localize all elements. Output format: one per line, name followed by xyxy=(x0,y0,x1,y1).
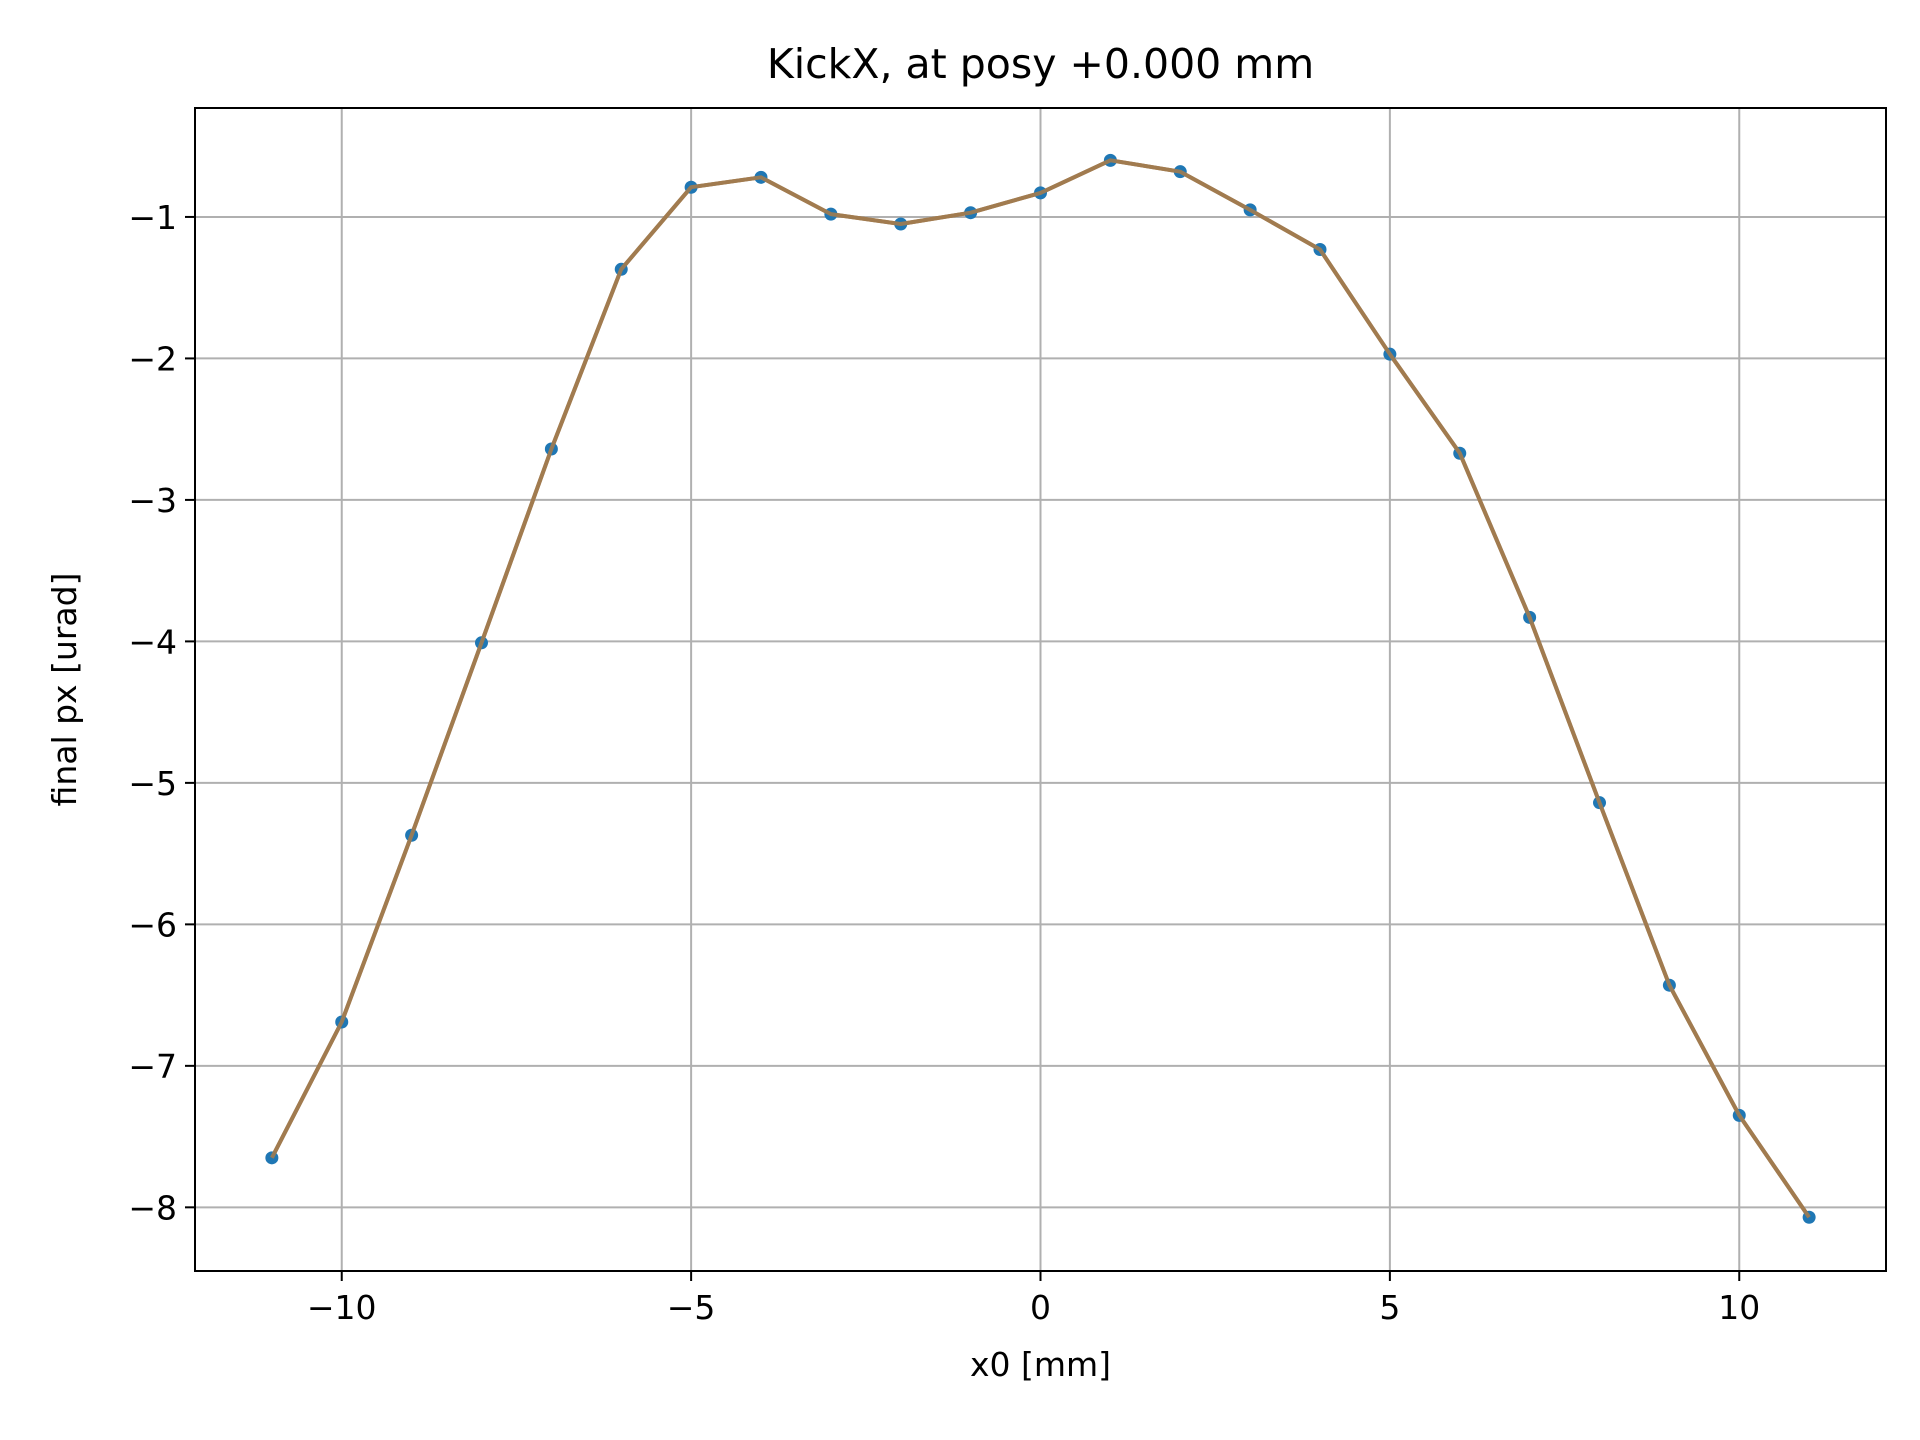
y-tick-label: −6 xyxy=(128,905,177,944)
x-tick-label: 5 xyxy=(1379,1288,1400,1327)
y-axis-label: final px [urad] xyxy=(45,573,84,807)
y-tick-label: −8 xyxy=(128,1188,177,1227)
y-tick-label: −4 xyxy=(128,622,177,661)
y-tick-label: −5 xyxy=(128,764,177,803)
x-tick-label: 10 xyxy=(1718,1288,1760,1327)
series-layer xyxy=(265,153,1816,1224)
y-tick-label: −3 xyxy=(128,481,177,520)
series-line-overlay xyxy=(270,158,1811,1219)
ticks: −10 −5 0 5 10 −1 −2 −3 −4 −5 −6 −7 −8 xyxy=(128,198,1760,1327)
y-tick-label: −2 xyxy=(128,339,177,378)
y-tick-label: −7 xyxy=(128,1047,177,1086)
chart-title: KickX, at posy +0.000 mm xyxy=(767,40,1314,88)
y-tick-label: −1 xyxy=(128,198,177,237)
x-tick-label: 0 xyxy=(1030,1288,1051,1327)
x-tick-label: −5 xyxy=(667,1288,716,1327)
x-tick-label: −10 xyxy=(307,1288,377,1327)
x-axis-label: x0 [mm] xyxy=(970,1345,1111,1384)
